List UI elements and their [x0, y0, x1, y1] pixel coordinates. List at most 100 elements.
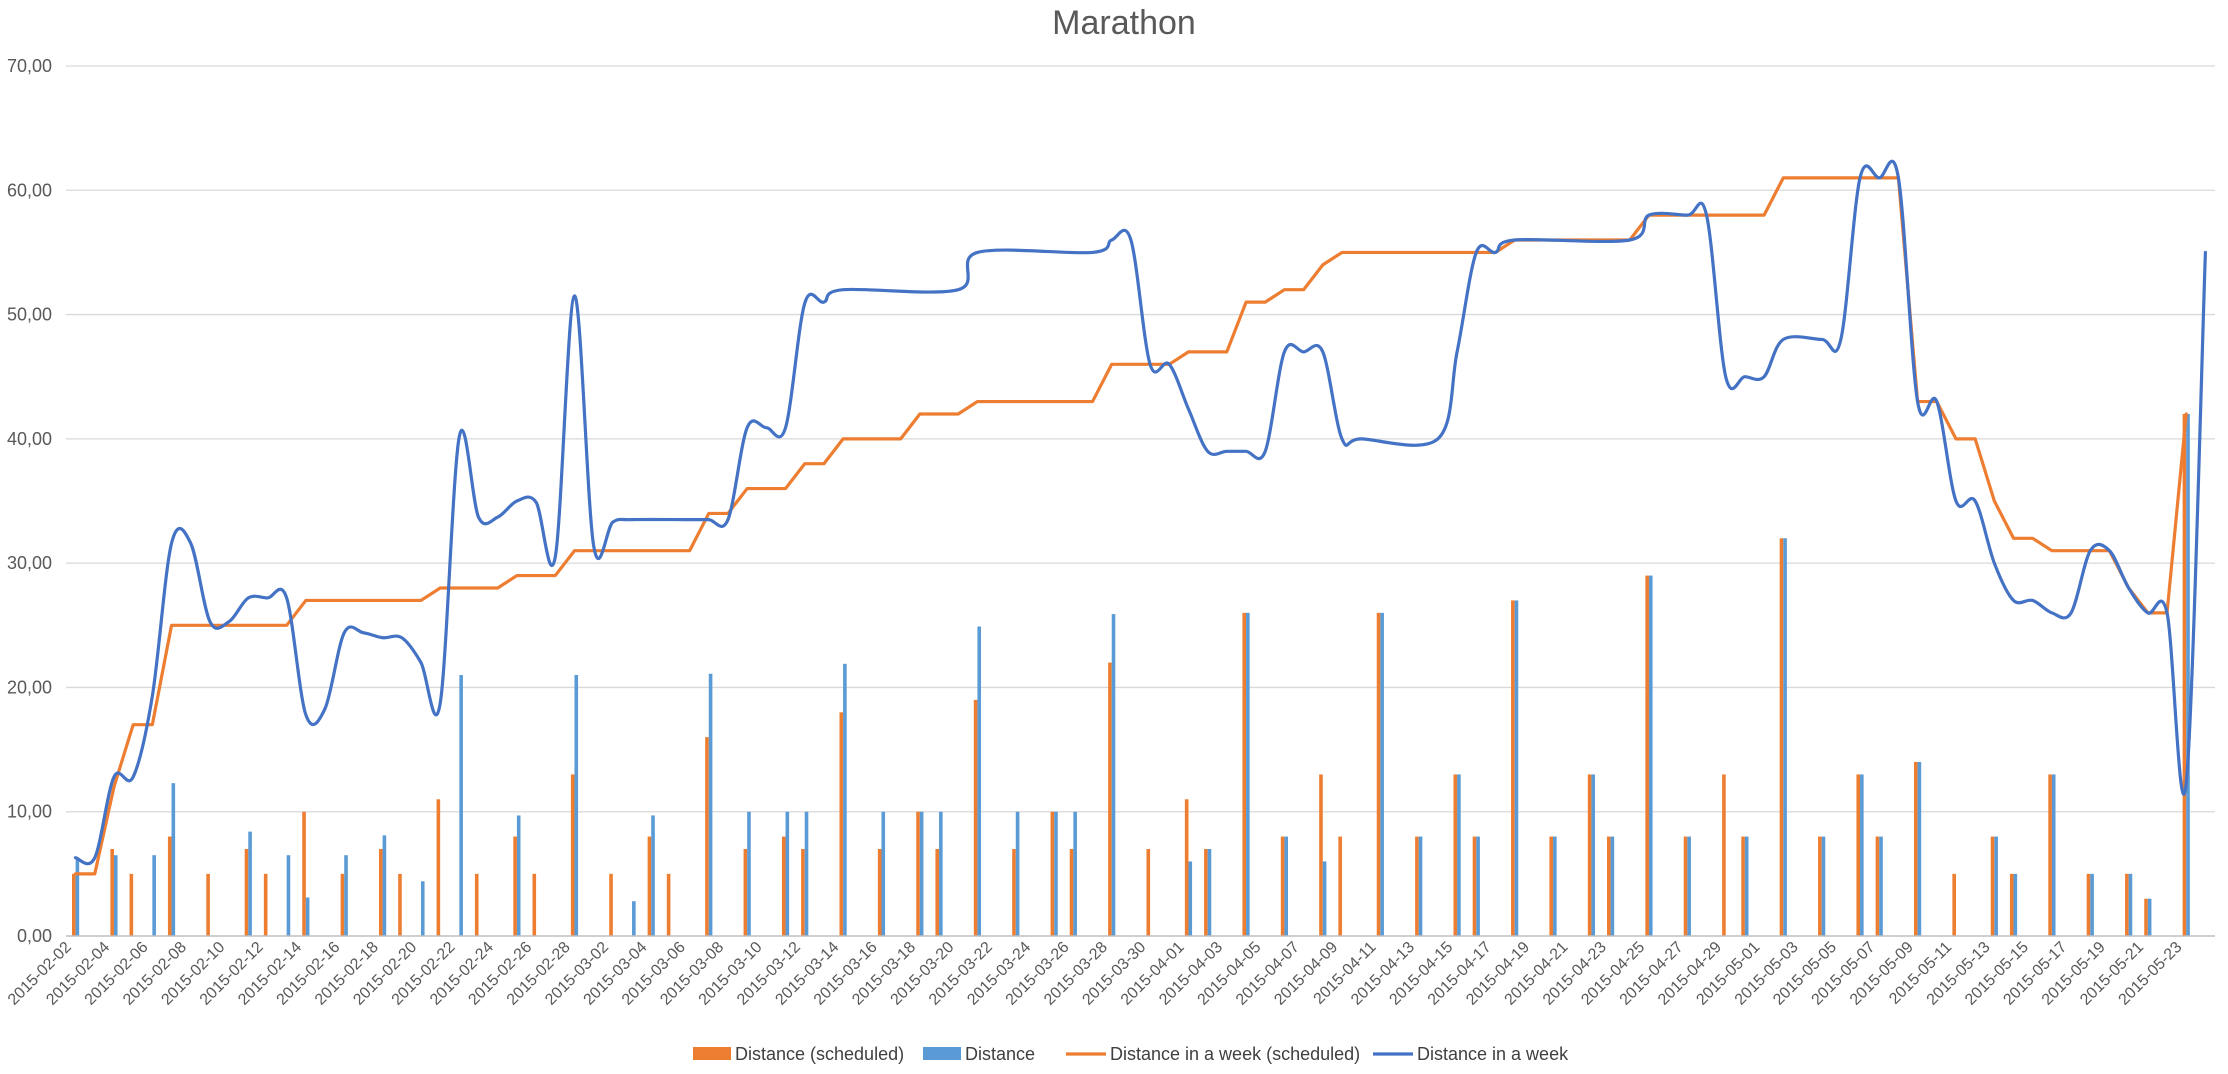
legend-swatch [693, 1047, 731, 1060]
y-tick-label: 40,00 [7, 429, 52, 449]
bar-distance-scheduled [1453, 774, 1458, 936]
bar-distance [1207, 849, 1212, 936]
bar-distance-scheduled [474, 873, 479, 936]
legend-item-distance-in-a-week-scheduled: Distance in a week (scheduled) [1066, 1044, 1360, 1064]
bar-distance-scheduled [2144, 898, 2148, 936]
bar-distance [785, 811, 790, 936]
bar-distance [1744, 836, 1749, 936]
bar-distance [248, 831, 252, 936]
bar-distance [171, 783, 176, 936]
bar-distance [152, 855, 156, 936]
bar-distance-scheduled [973, 699, 978, 936]
bar-distance [1246, 612, 1250, 936]
bar-distance [1514, 600, 1519, 936]
bar-distance [939, 811, 943, 936]
bar-distance-scheduled [1549, 836, 1554, 936]
bar-distance-scheduled [1338, 836, 1342, 936]
bar-distance [651, 815, 655, 936]
bar-distance [1111, 614, 1116, 936]
bar-distance-scheduled [1280, 836, 1285, 936]
bar-distance-scheduled [1204, 849, 1208, 936]
bar-distance [2147, 898, 2152, 936]
bar-distance-scheduled [647, 836, 652, 936]
bar-distance-scheduled [1741, 836, 1745, 936]
bar-distance [1418, 836, 1423, 936]
bar-distance [977, 626, 982, 936]
bar-distance-scheduled [1683, 836, 1688, 936]
bar-distance-scheduled [1913, 762, 1918, 936]
bar-distance-scheduled [666, 873, 671, 936]
y-tick-label: 0,00 [17, 926, 52, 946]
bar-distance [1457, 774, 1461, 936]
bar-distance-scheduled [1319, 774, 1323, 936]
bar-distance [1879, 836, 1883, 936]
bar-distance-scheduled [1875, 836, 1880, 936]
bar-distance [2128, 873, 2133, 936]
bar-distance-scheduled [1779, 538, 1784, 936]
bar-distance [843, 663, 847, 936]
legend-label: Distance [965, 1044, 1035, 1064]
bar-distance [919, 811, 924, 936]
bar-distance-scheduled [935, 849, 940, 936]
bar-distance [1476, 836, 1480, 936]
legend-label: Distance (scheduled) [735, 1044, 904, 1064]
bar-distance [881, 811, 886, 936]
y-tick-label: 20,00 [7, 677, 52, 697]
bar-distance [1610, 836, 1615, 936]
bar-distance-scheduled [839, 712, 844, 936]
line-distance-in-a-week [73, 159, 2208, 866]
bar-distance-scheduled [609, 873, 613, 936]
bar-distance-scheduled [1050, 811, 1055, 936]
bar-distance-scheduled [263, 873, 268, 936]
bar-distance-scheduled [1376, 612, 1381, 936]
bar-distance-scheduled [1511, 600, 1515, 936]
bar-distance-scheduled [436, 799, 441, 936]
bar-distance-scheduled [877, 849, 882, 936]
bar-distance-scheduled [1108, 662, 1112, 936]
bar-distance-scheduled [302, 811, 306, 936]
legend-item-distance-in-a-week: Distance in a week [1373, 1044, 1569, 1064]
bar-distance-scheduled [2009, 873, 2014, 936]
bar-distance [1687, 836, 1691, 936]
lines [73, 159, 2208, 876]
y-tick-label: 70,00 [7, 56, 52, 76]
bar-distance-scheduled [1184, 799, 1189, 936]
bar-distance [1380, 612, 1384, 936]
bar-distance-scheduled [1146, 849, 1151, 936]
bar-distance [1591, 774, 1596, 936]
bar-distance [1994, 836, 1998, 936]
bar-distance [804, 811, 809, 936]
bar-distance-scheduled [398, 873, 402, 936]
bar-distance [286, 855, 291, 936]
bar-distance-scheduled [705, 737, 709, 936]
bar-distance-scheduled [1415, 836, 1419, 936]
legend-label: Distance in a week [1417, 1044, 1569, 1064]
bar-distance [420, 881, 425, 936]
bar-distance-scheduled [1818, 836, 1822, 936]
bar-distance-scheduled [570, 774, 575, 936]
bar-distance-scheduled [378, 849, 383, 936]
bar-distance [1322, 861, 1327, 936]
bar-distance [516, 815, 521, 936]
bar-distance-scheduled [1722, 774, 1726, 936]
bar-distance-scheduled [71, 873, 76, 936]
y-tick-label: 10,00 [7, 802, 52, 822]
bar-distance-scheduled [801, 849, 805, 936]
bar-distance [1783, 538, 1787, 936]
bar-distance [1188, 861, 1193, 936]
bar-distance-scheduled [1069, 849, 1074, 936]
bar-distance-scheduled [513, 836, 517, 936]
bar-distance-scheduled [532, 873, 537, 936]
bar-distance-scheduled [1242, 612, 1247, 936]
bar-distance-scheduled [1990, 836, 1995, 936]
bar-distance-scheduled [1645, 575, 1649, 936]
legend-item-distance-scheduled: Distance (scheduled) [693, 1044, 904, 1064]
bar-distance [305, 897, 310, 936]
chart-title: Marathon [1052, 4, 1196, 42]
legend-item-distance: Distance [923, 1044, 1035, 1064]
bar-distance [1821, 836, 1826, 936]
legend-swatch [923, 1047, 961, 1060]
bar-distance [382, 835, 387, 936]
bar-distance-scheduled [206, 873, 210, 936]
